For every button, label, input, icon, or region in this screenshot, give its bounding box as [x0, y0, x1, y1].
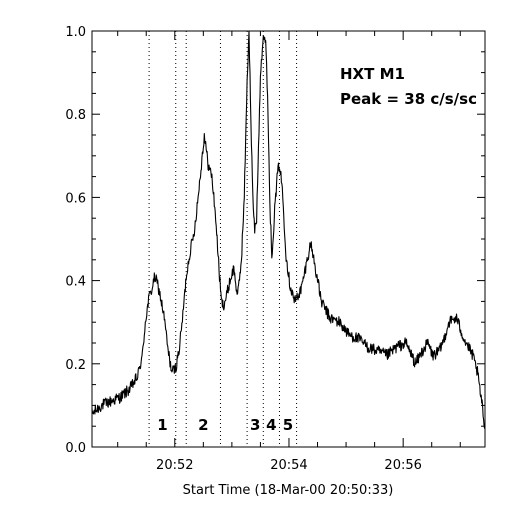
annotation-peak: Peak = 38 c/s/sc	[340, 90, 477, 108]
y-tick-label: 0.4	[65, 275, 86, 290]
interval-label-3: 3	[250, 416, 260, 434]
light-curve-line	[91, 30, 486, 429]
y-tick-label: 0.6	[65, 191, 86, 206]
y-tick-label: 0.2	[65, 358, 86, 373]
x-tick-label: 20:56	[384, 458, 421, 473]
x-tick-label: 20:54	[270, 458, 307, 473]
y-tick-label: 0.8	[65, 108, 86, 123]
annotation-instrument: HXT M1	[340, 65, 405, 83]
y-tick-label: 0.0	[65, 441, 86, 456]
x-axis-label: Start Time (18-Mar-00 20:50:33)	[183, 483, 394, 498]
interval-label-4: 4	[266, 416, 276, 434]
series-layer	[91, 30, 486, 429]
interval-label-5: 5	[283, 416, 293, 434]
x-tick-label: 20:52	[156, 458, 193, 473]
y-tick-label: 1.0	[65, 25, 86, 40]
axis-ticks: 0.0 0.2 0.4 0.6 0.8 1.0 20:52 20:54 20:56	[65, 25, 485, 473]
interval-label-2: 2	[198, 416, 208, 434]
interval-label-1: 1	[157, 416, 167, 434]
